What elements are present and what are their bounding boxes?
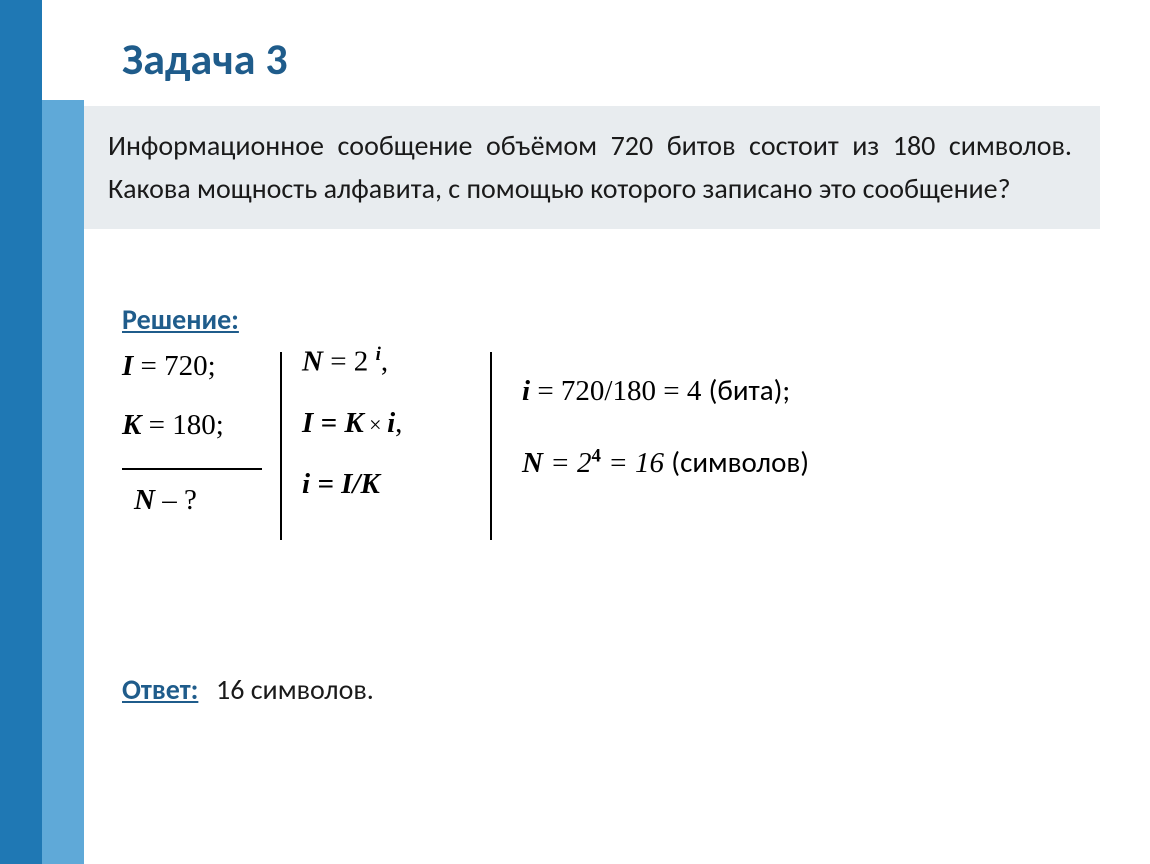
f3-Iu: I [341, 468, 352, 500]
answer-label: Ответ: [122, 672, 198, 707]
vrule-2 [490, 352, 492, 540]
val-Nq: – ? [155, 484, 197, 516]
var-I: I [122, 350, 133, 382]
val-K: = 180; [141, 409, 223, 441]
slide-title: Задача 3 [122, 32, 288, 86]
vrule-1 [280, 352, 282, 540]
given-I: I = 720; [122, 350, 282, 383]
f2-i: i [387, 407, 395, 439]
given-column: I = 720; K = 180; N – ? [122, 350, 282, 543]
f1-N: N [302, 346, 323, 378]
calc-N: N = 24 = 16 (символов) [522, 444, 1002, 480]
formula-N: N = 2 i, [302, 344, 482, 379]
c2-base: 2 [577, 447, 592, 479]
var-K: K [122, 409, 141, 441]
given-K: K = 180; [122, 409, 282, 442]
var-N: N [134, 484, 155, 516]
f3-mid: = [310, 468, 341, 500]
problem-text: Информационное сообщение объёмом 720 бит… [108, 128, 1072, 206]
c2-eq2: = 16 [601, 447, 671, 479]
f1-eq: = 2 [323, 346, 376, 378]
calc-i: i = 720/180 = 4 (бита); [522, 372, 1002, 408]
f2-mid: = [313, 407, 344, 439]
c1-rest: = 720/180 = 4 [530, 375, 709, 407]
problem-statement: Информационное сообщение объёмом 720 бит… [84, 106, 1100, 229]
answer-text: 16 символов. [216, 672, 374, 707]
left-bar-light [42, 100, 84, 864]
f2-K: K [344, 407, 363, 439]
f1-end: , [381, 346, 388, 378]
f2-I: I [302, 407, 313, 439]
val-I: = 720; [133, 350, 215, 382]
formula-I: I = K × i, [302, 407, 482, 440]
given-divider [122, 468, 262, 470]
given-N: N – ? [122, 484, 282, 517]
f3-i: i [302, 468, 310, 500]
f3-Ku: K [360, 468, 379, 500]
formula-i: i = I/K [302, 468, 482, 501]
calc-column: i = 720/180 = 4 (бита); N = 24 = 16 (сим… [522, 372, 1002, 516]
f2-end: , [395, 407, 402, 439]
c2-eq: = [543, 447, 577, 479]
c2-sup: 4 [592, 445, 601, 466]
c2-N: N [522, 447, 543, 479]
left-bar-dark [0, 0, 42, 864]
formula-column: N = 2 i, I = K × i, i = I/K [302, 350, 482, 529]
c1-unit: (бита); [709, 372, 791, 408]
f2-times: × [364, 412, 387, 437]
c1-i: i [522, 375, 530, 407]
solution-label: Решение: [122, 302, 239, 337]
c2-unit: (символов) [671, 444, 809, 480]
